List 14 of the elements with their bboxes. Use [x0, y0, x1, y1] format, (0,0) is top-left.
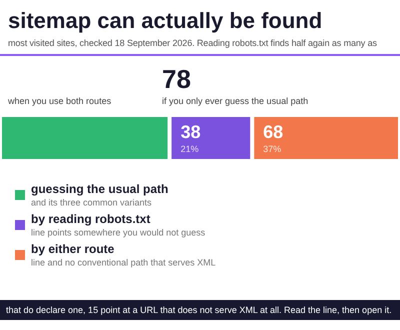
data-label: 38 21% — [180, 122, 201, 154]
data-label: 68 37% — [263, 122, 284, 154]
text: 78 — [162, 64, 191, 95]
text: line points somewhere you would not guess — [31, 228, 206, 238]
text: line and no conventional path that serves XML — [31, 258, 216, 268]
chart-subtitle: most visited sites, checked 18 September 2026. Reading robots.txt finds half again as many as — [8, 38, 377, 48]
chart-title: sitemap can actually be found — [8, 8, 322, 34]
legend-label: by reading robots.txt — [31, 212, 150, 226]
text: that do declare one, 15 point at a URL that does not serve XML at all. Read the line, then open it. — [0, 300, 400, 320]
text: and its three common variants — [31, 198, 152, 208]
text: if you only ever guess the usual path — [162, 96, 308, 106]
legend-label: guessing the usual path — [31, 182, 168, 196]
legend-label: by either route — [31, 242, 115, 256]
text: when you use both routes — [8, 96, 112, 106]
